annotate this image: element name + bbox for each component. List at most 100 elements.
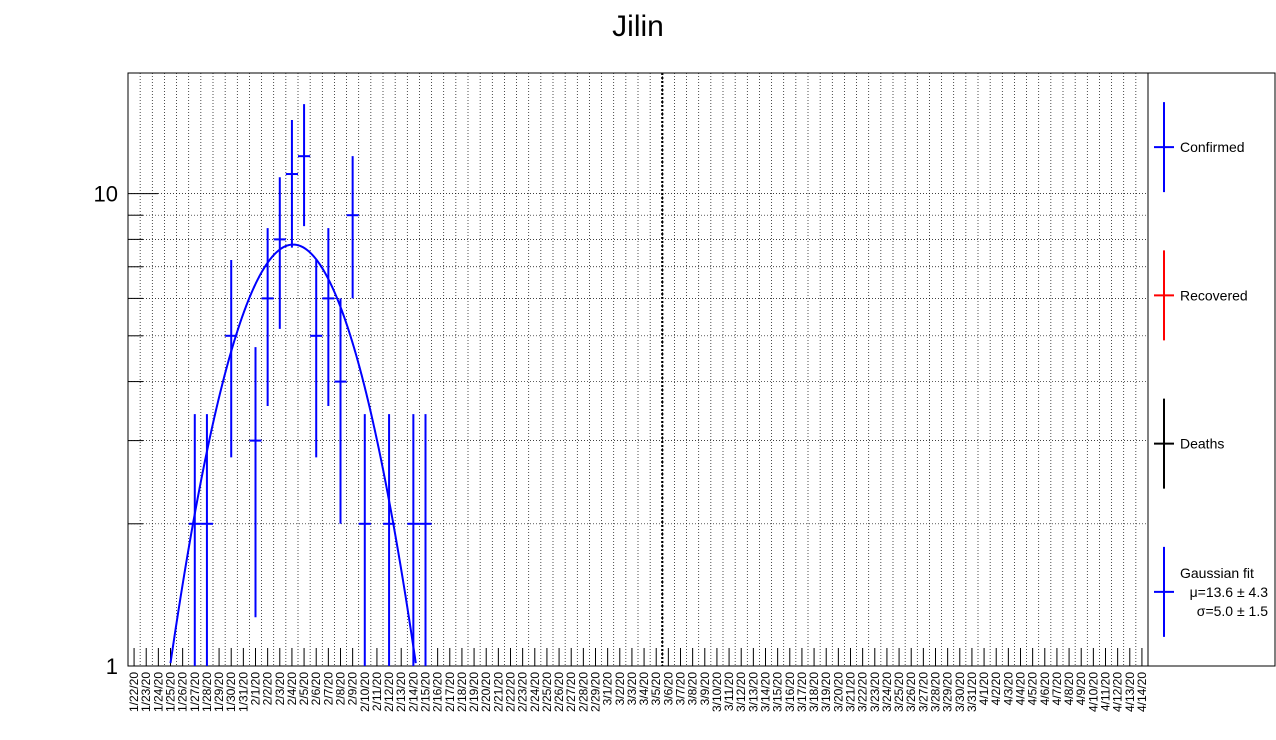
x-tick-label: 3/4/20: [637, 672, 651, 706]
x-tick-label: 4/4/20: [1014, 672, 1028, 706]
legend-item-deaths: Deaths: [1154, 398, 1224, 489]
legend-box: [1147, 72, 1276, 667]
x-tick-label: 3/2/20: [613, 672, 627, 706]
x-tick-label: 3/13/20: [746, 672, 760, 712]
x-tick-label: 4/9/20: [1074, 672, 1088, 706]
x-tick-label: 4/5/20: [1026, 672, 1040, 706]
x-tick-label: 3/28/20: [929, 672, 943, 712]
x-tick-label: 4/10/20: [1086, 672, 1100, 712]
x-tick-label: 3/7/20: [674, 672, 688, 706]
x-tick-label: 3/17/20: [795, 672, 809, 712]
x-tick-label: 4/7/20: [1050, 672, 1064, 706]
legend: Confirmed Recovered Deaths Gaussian fit μ=13…: [1147, 72, 1276, 667]
x-tick-label: 4/12/20: [1111, 672, 1125, 712]
x-tick-label: 1/30/20: [224, 672, 238, 712]
x-tick-label: 4/8/20: [1062, 672, 1076, 706]
x-tick-label: 3/21/20: [844, 672, 858, 712]
x-tick-label: 1/24/20: [151, 672, 165, 712]
x-tick-label: 3/19/20: [819, 672, 833, 712]
x-tick-label: 3/24/20: [880, 672, 894, 712]
x-tick-label: 2/16/20: [431, 672, 445, 712]
x-tick-label: 3/1/20: [601, 672, 615, 706]
grid: [128, 73, 1148, 666]
x-tick-label: 3/9/20: [698, 672, 712, 706]
x-tick-label: 1/28/20: [200, 672, 214, 712]
x-tick-label: 3/16/20: [783, 672, 797, 712]
x-tick-label: 2/9/20: [346, 672, 360, 706]
x-tick-label: 2/3/20: [273, 672, 287, 706]
x-tick-label: 3/25/20: [892, 672, 906, 712]
legend-item-confirmed: Confirmed: [1154, 102, 1245, 193]
x-tick-label: 2/1/20: [249, 672, 263, 706]
x-tick-label: 3/14/20: [759, 672, 773, 712]
x-tick-label: 2/17/20: [443, 672, 457, 712]
x-tick-label: 3/26/20: [904, 672, 918, 712]
x-tick-label: 3/20/20: [831, 672, 845, 712]
x-tick-label: 2/13/20: [394, 672, 408, 712]
x-tick-label: 2/26/20: [552, 672, 566, 712]
x-tick-label: 4/11/20: [1099, 672, 1113, 711]
x-tick-label: 2/15/20: [419, 672, 433, 712]
x-tick-label: 4/14/20: [1135, 672, 1149, 712]
x-tick-label: 3/10/20: [710, 672, 724, 712]
x-tick-label: 2/8/20: [334, 672, 348, 706]
x-tick-label: 2/12/20: [382, 672, 396, 712]
x-tick-label: 4/6/20: [1038, 672, 1052, 706]
x-tick-label: 3/5/20: [649, 672, 663, 706]
x-tick-label: 2/25/20: [540, 672, 554, 712]
legend-label: Confirmed: [1180, 139, 1245, 155]
x-tick-label: 4/2/20: [989, 672, 1003, 706]
x-tick-label: 2/5/20: [297, 672, 311, 706]
axes: 1101/22/201/23/201/24/201/25/201/26/201/…: [94, 72, 1149, 712]
x-tick-label: 2/23/20: [516, 672, 530, 712]
x-tick-label: 1/25/20: [164, 672, 178, 712]
legend-label: Recovered: [1180, 287, 1248, 303]
x-tick-label: 1/31/20: [236, 672, 250, 712]
y-tick-label: 10: [94, 182, 118, 207]
y-tick-label: 1: [106, 654, 118, 679]
legend-label: σ=5.0 ± 1.5: [1197, 603, 1268, 619]
x-tick-label: 3/29/20: [941, 672, 955, 712]
x-tick-label: 2/18/20: [455, 672, 469, 712]
x-tick-label: 2/27/20: [564, 672, 578, 712]
x-tick-label: 2/20/20: [479, 672, 493, 712]
legend-item-recovered: Recovered: [1154, 250, 1248, 341]
x-tick-label: 2/14/20: [406, 672, 420, 712]
x-tick-label: 3/30/20: [953, 672, 967, 712]
x-tick-label: 2/11/20: [370, 672, 384, 711]
x-tick-label: 4/1/20: [977, 672, 991, 706]
x-tick-label: 1/23/20: [139, 672, 153, 712]
x-tick-label: 2/10/20: [358, 672, 372, 712]
x-tick-label: 3/8/20: [686, 672, 700, 706]
x-tick-label: 3/22/20: [856, 672, 870, 712]
x-tick-label: 3/23/20: [868, 672, 882, 712]
x-tick-label: 4/13/20: [1123, 672, 1137, 712]
x-tick-label: 3/31/20: [965, 672, 979, 712]
x-tick-label: 1/26/20: [176, 672, 190, 712]
x-tick-label: 3/15/20: [771, 672, 785, 712]
x-tick-label: 2/7/20: [321, 672, 335, 706]
x-tick-label: 3/6/20: [661, 672, 675, 706]
x-tick-label: 3/27/20: [916, 672, 930, 712]
gaussian-fit-curve: [169, 243, 417, 664]
x-tick-label: 4/3/20: [1001, 672, 1015, 706]
legend-label: μ=13.6 ± 4.3: [1190, 584, 1269, 600]
x-tick-label: 1/29/20: [212, 672, 226, 712]
x-tick-label: 2/2/20: [261, 672, 275, 706]
fit-curve-group: [169, 243, 417, 664]
x-tick-label: 3/11/20: [722, 672, 736, 711]
x-tick-label: 1/27/20: [188, 672, 202, 712]
x-tick-label: 2/24/20: [528, 672, 542, 712]
chart-title: Jilin: [612, 10, 664, 43]
legend-item-gaussian-fit: Gaussian fit μ=13.6 ± 4.3 σ=5.0 ± 1.5: [1154, 546, 1269, 637]
x-tick-label: 3/3/20: [625, 672, 639, 706]
x-tick-label: 2/19/20: [467, 672, 481, 712]
x-tick-label: 2/21/20: [491, 672, 505, 712]
legend-label: Gaussian fit: [1180, 565, 1254, 581]
x-tick-label: 1/22/20: [127, 672, 141, 712]
x-tick-label: 2/29/20: [589, 672, 603, 712]
data-points: [188, 104, 432, 666]
legend-label: Deaths: [1180, 436, 1224, 452]
x-tick-label: 2/4/20: [285, 672, 299, 706]
x-tick-label: 2/28/20: [576, 672, 590, 712]
